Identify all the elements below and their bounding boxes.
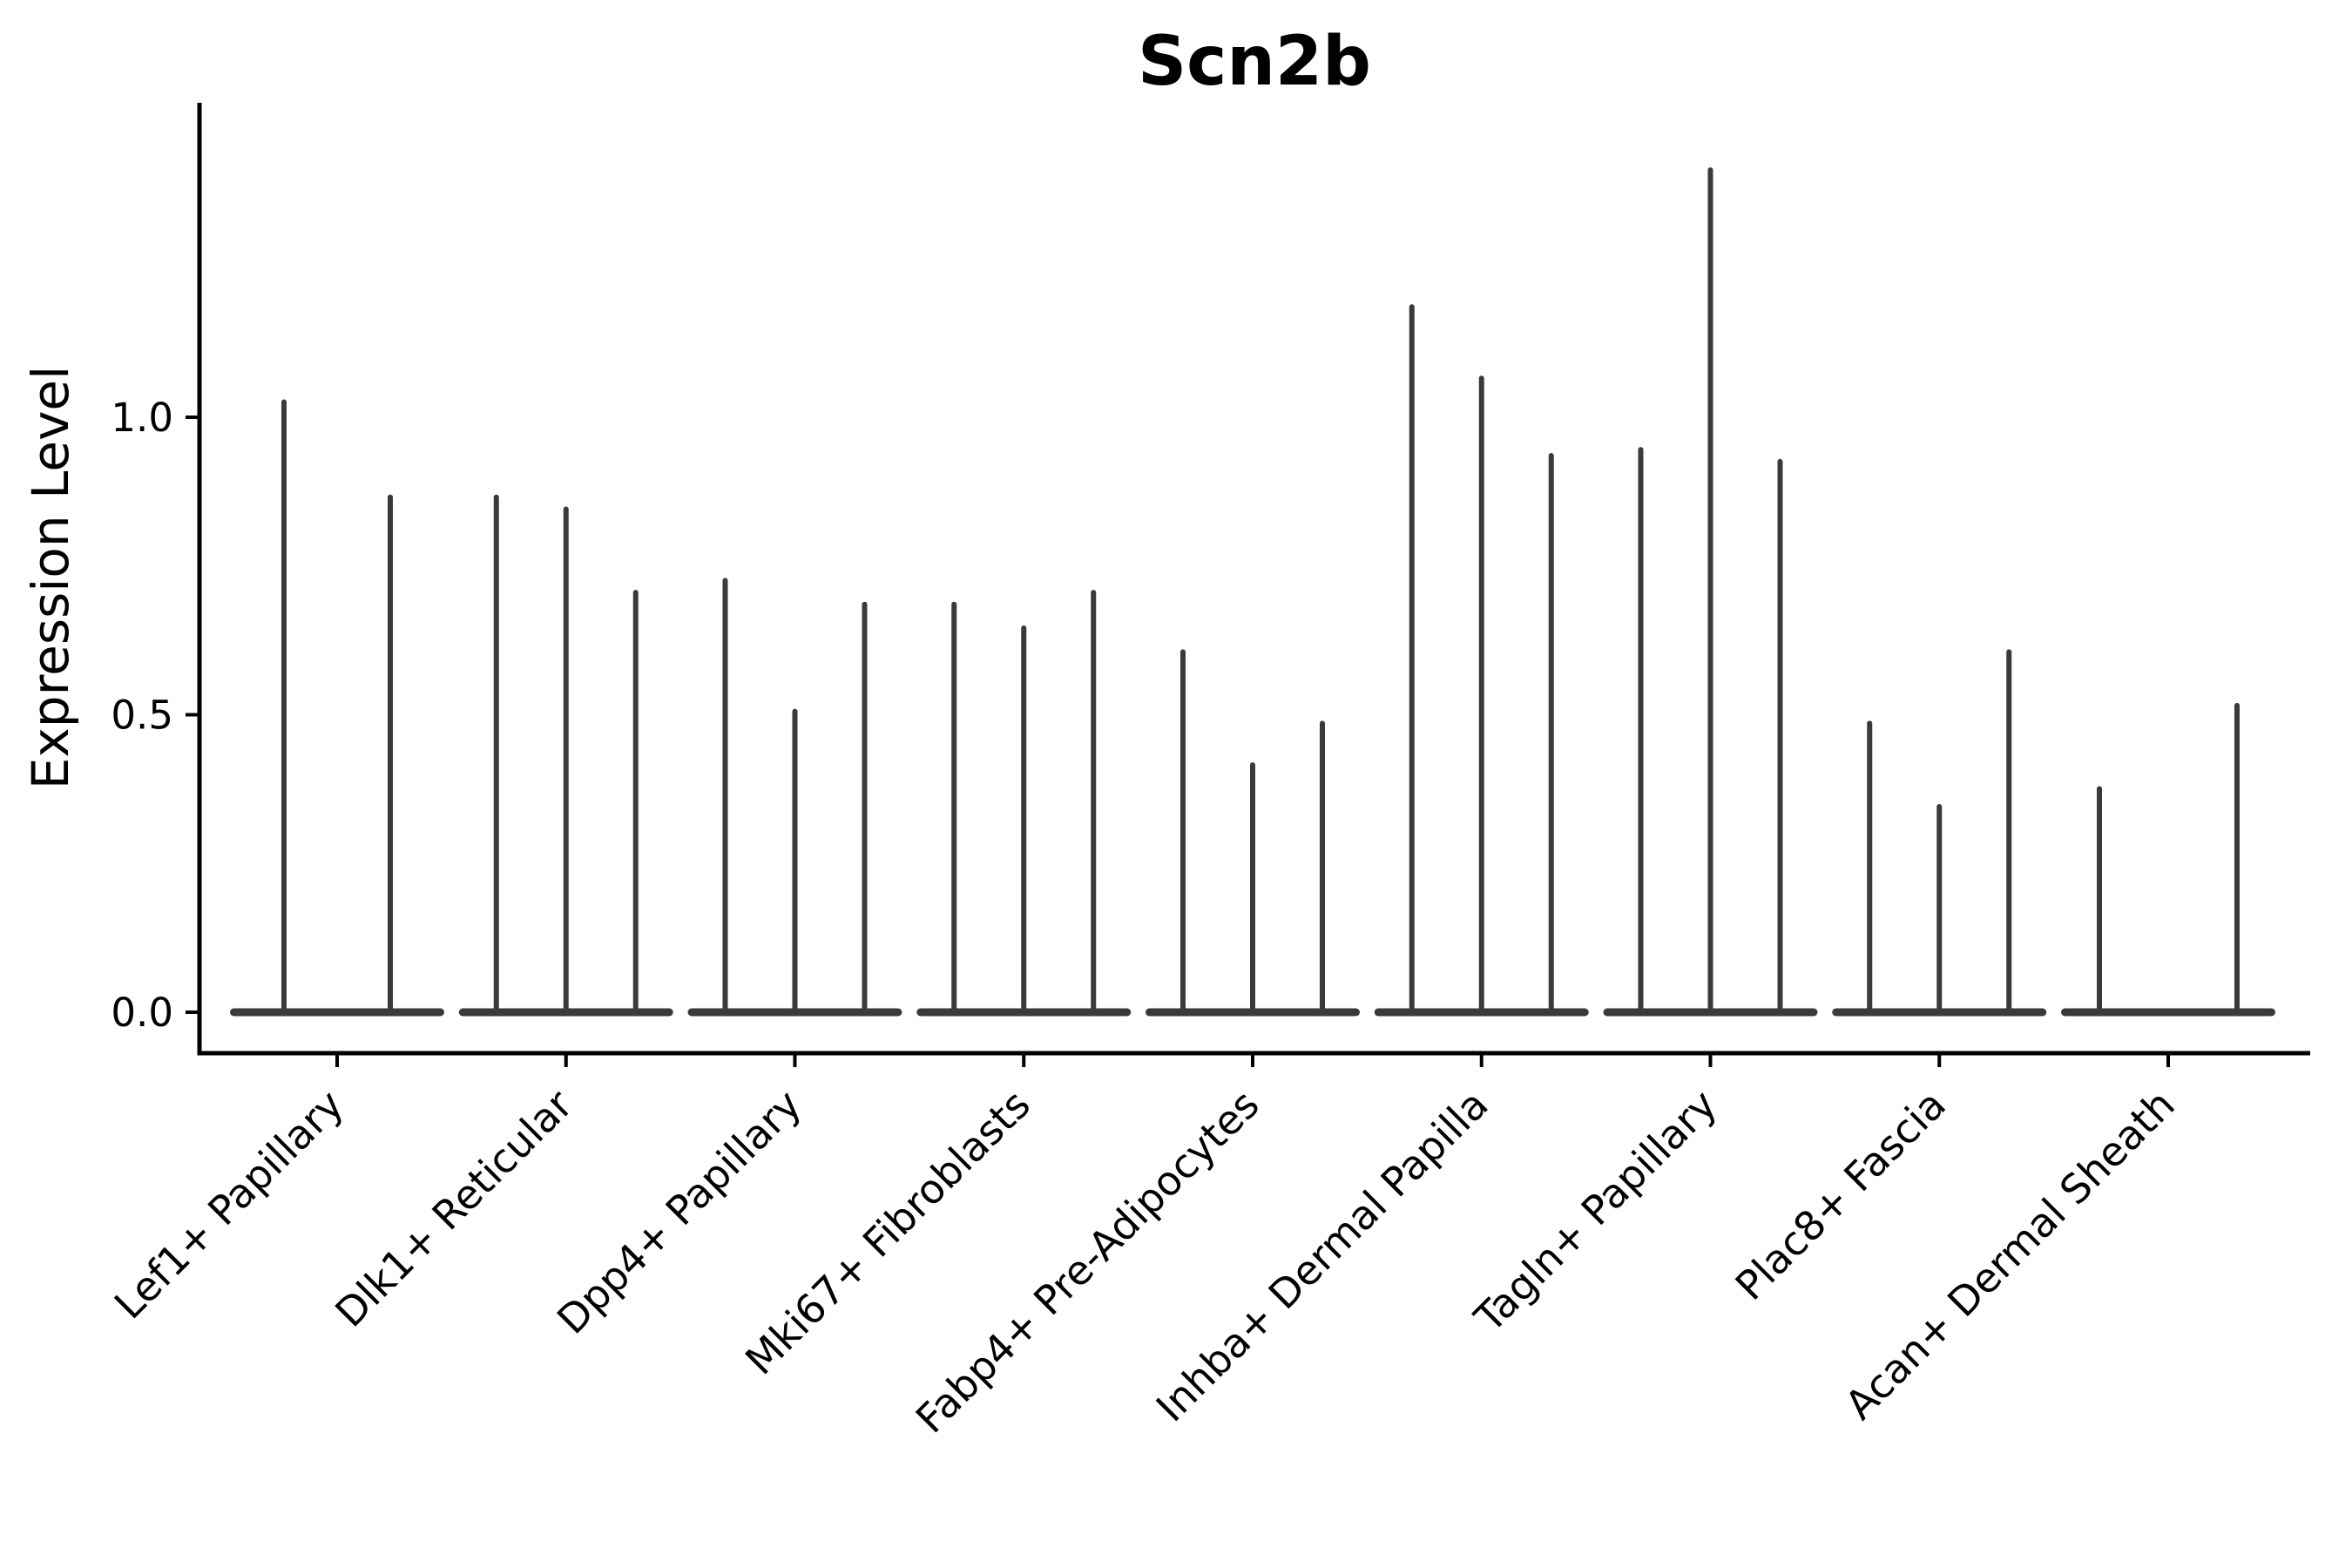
chart-title: Scn2b bbox=[1137, 23, 1372, 101]
x-tick-label: Plac8+ Fascia bbox=[1727, 1081, 1955, 1309]
violin-base bbox=[230, 1008, 444, 1017]
violin-base bbox=[2061, 1008, 2275, 1017]
x-tick-label: Dlk1+ Reticular bbox=[326, 1081, 581, 1336]
x-tick-label: Dpp4+ Papillary bbox=[548, 1081, 810, 1343]
y-tick-label: 1.0 bbox=[111, 395, 173, 441]
x-tick-label: Lef1+ Papillary bbox=[105, 1081, 353, 1328]
y-tick-label: 0.5 bbox=[111, 693, 173, 739]
y-tick-label: 0.0 bbox=[111, 990, 173, 1036]
x-tick-label: Tagln+ Papillary bbox=[1465, 1081, 1727, 1342]
